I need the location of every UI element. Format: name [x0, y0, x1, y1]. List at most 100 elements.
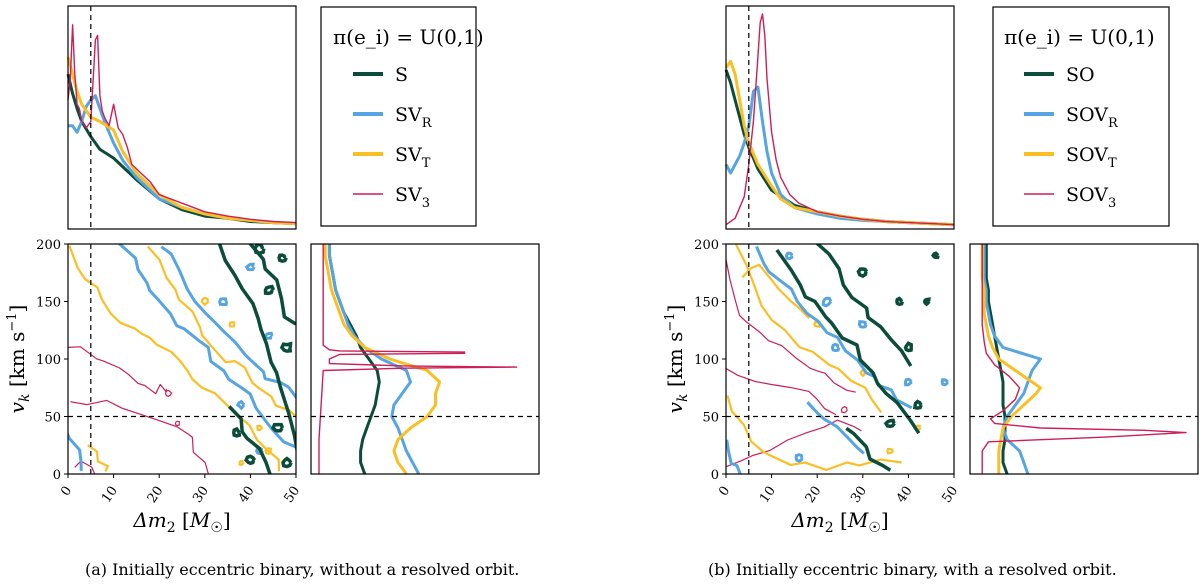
- panel-a-contour-5: [68, 245, 281, 472]
- panel-b-xtick-label-10: 10: [757, 484, 779, 506]
- panel-b-top-series: [724, 13, 955, 227]
- panel-a-top-frame: [67, 5, 297, 230]
- panel-a-ytick-label-0: 0: [53, 468, 61, 483]
- panel-b-contour-18: [903, 377, 913, 387]
- panel-b-contour-6: [741, 263, 811, 320]
- panel-b-ytick-label-200: 200: [694, 238, 719, 253]
- panel-a-contour-17: [244, 262, 256, 272]
- panel-b-contour-3: [840, 406, 848, 414]
- panel-b-legend-label-3: SOV3: [1066, 184, 1116, 211]
- panel-b-top-marginal: [724, 5, 955, 230]
- panel-a-legend: π(e_i) = U(0,1) S SVR SVT SV3: [320, 6, 484, 227]
- panel-a-xtick-label-0: 0: [58, 484, 75, 499]
- panel-a-contour-31: [232, 426, 242, 438]
- panel-b-contour-30: [912, 399, 923, 410]
- panel-a-contour-6: [147, 245, 296, 417]
- panel-b-top-line-sov_3: [725, 13, 955, 226]
- panel-b-ytick-label-0: 0: [711, 468, 719, 483]
- panel-a-top-line-sv_t: [66, 56, 297, 226]
- panel-a-top-line-s: [66, 73, 297, 226]
- panel-a-xticks: 0 10 20 30 40 50: [58, 474, 303, 506]
- panel-a-contour-12: [238, 459, 245, 466]
- panel-a-xtick-label-10: 10: [99, 484, 121, 506]
- panel-b-contour-8: [886, 447, 895, 455]
- panel-b-contour-13: [806, 401, 865, 455]
- panel-b-contour-14: [784, 251, 794, 261]
- panel-b-legend-title: π(e_i) = U(0,1): [1004, 25, 1155, 49]
- panel-a-top-line-sv_r: [68, 94, 297, 226]
- panel-b-contours: [726, 244, 949, 474]
- panel-a-xlabel: Δm2 [M☉]: [132, 508, 230, 536]
- panel-a-legend-box: [320, 6, 477, 227]
- panel-a: π(e_i) = U(0,1) S SVR SVT SV3 0 10 20 30 40 50 0…: [5, 5, 540, 579]
- panel-a-contour-8: [200, 296, 210, 307]
- panel-a-ylabel: vk [km s−1]: [5, 305, 33, 414]
- panel-a-legend-label-3: SV3: [395, 184, 430, 211]
- panel-b-xtick-label-30: 30: [848, 484, 870, 506]
- panel-b-right-line-so: [984, 244, 1009, 475]
- panel-a-top-marginal: [66, 5, 297, 230]
- panel-b-contour-26: [922, 297, 931, 307]
- panel-a-contour-30: [281, 456, 293, 469]
- panel-b-contour-24: [856, 267, 869, 279]
- panel-a-legend-label-0: S: [395, 64, 408, 86]
- panel-b-xtick-label-20: 20: [803, 484, 825, 506]
- panel-b-right-frame: [969, 243, 1199, 475]
- panel-b-contour-29: [883, 418, 896, 429]
- panel-a-right-line-sv_r: [327, 244, 421, 475]
- panel-a-contour-2: [74, 460, 96, 474]
- panel-a-contour-11: [264, 447, 273, 456]
- panel-a-xtick-label-50: 50: [281, 484, 303, 506]
- panel-a-contour-21: [217, 244, 296, 454]
- panel-b-xtick-label-40: 40: [894, 484, 916, 506]
- panel-a-contour-27: [279, 341, 293, 353]
- panel-a-contour-16: [218, 297, 229, 306]
- panel-a-contour-9: [228, 320, 236, 328]
- panel-b-contour-25: [895, 296, 905, 307]
- panel-b-legend-box: [992, 6, 1170, 227]
- panel-a-contour-22: [248, 244, 296, 326]
- panel-a-legend-items: S SVR SVT SV3: [353, 64, 433, 211]
- panel-b-legend-label-1: SOVR: [1066, 104, 1119, 131]
- panel-a-legend-label-1: SVR: [395, 104, 433, 131]
- panel-a-contours: [68, 244, 296, 474]
- panel-b: π(e_i) = U(0,1) SO SOVR SOVT SOV3 0 10 20 30 40…: [663, 5, 1199, 579]
- panel-b-xtick-label-0: 0: [716, 484, 733, 499]
- panel-b-joint: 0 10 20 30 40 50 0 50 100 150 200 Δm2 [M☉] vk [km…: [663, 238, 961, 536]
- panel-a-ytick-label-150: 150: [36, 296, 61, 311]
- panel-b-contour-23: [845, 426, 892, 472]
- panel-b-ytick-label-50: 50: [702, 411, 719, 426]
- panel-a-contour-14: [160, 245, 296, 400]
- panel-a-right-line-sv_t: [323, 244, 442, 475]
- panel-b-ylabel: vk [km s−1]: [663, 305, 691, 414]
- panel-a-contour-19: [235, 399, 246, 411]
- panel-a-right-line-sv_3: [318, 244, 518, 474]
- panel-a-right-frame: [310, 243, 540, 475]
- panel-a-ytick-label-50: 50: [44, 411, 61, 426]
- panel-b-contour-1: [726, 367, 837, 416]
- panel-b-xlabel: Δm2 [M☉]: [790, 508, 888, 536]
- panel-a-contour-3: [164, 389, 173, 397]
- panel-a-contour-0: [68, 346, 167, 395]
- panel-b-ytick-label-150: 150: [694, 296, 719, 311]
- panel-b-contour-22: [815, 244, 913, 367]
- panel-a-contour-25: [277, 253, 288, 264]
- panel-a-top-series: [66, 24, 297, 226]
- panel-a-contour-18: [262, 331, 274, 341]
- panel-b-contour-27: [931, 251, 940, 260]
- panel-b-contour-28: [903, 341, 914, 353]
- panel-b-contour-20: [794, 453, 804, 463]
- panel-a-contour-10: [256, 424, 264, 432]
- panel-b-contour-15: [821, 296, 833, 308]
- panel-a-ytick-label-200: 200: [36, 238, 61, 253]
- panel-a-contour-4: [174, 420, 180, 427]
- panel-b-right-line-sov_3: [981, 244, 1187, 474]
- panel-b-top-frame: [725, 5, 955, 230]
- panel-b-ytick-label-100: 100: [694, 353, 719, 368]
- panel-a-contour-24: [253, 244, 266, 256]
- panel-b-contour-2: [726, 419, 862, 468]
- panel-a-contour-29: [244, 454, 257, 466]
- panel-a-yticks: 0 50 100 150 200: [36, 238, 68, 483]
- panel-a-xtick-label-30: 30: [190, 484, 212, 506]
- panel-a-joint: 0 10 20 30 40 50 0 50 100 150 200 Δm2 [M☉] vk [km…: [5, 238, 303, 536]
